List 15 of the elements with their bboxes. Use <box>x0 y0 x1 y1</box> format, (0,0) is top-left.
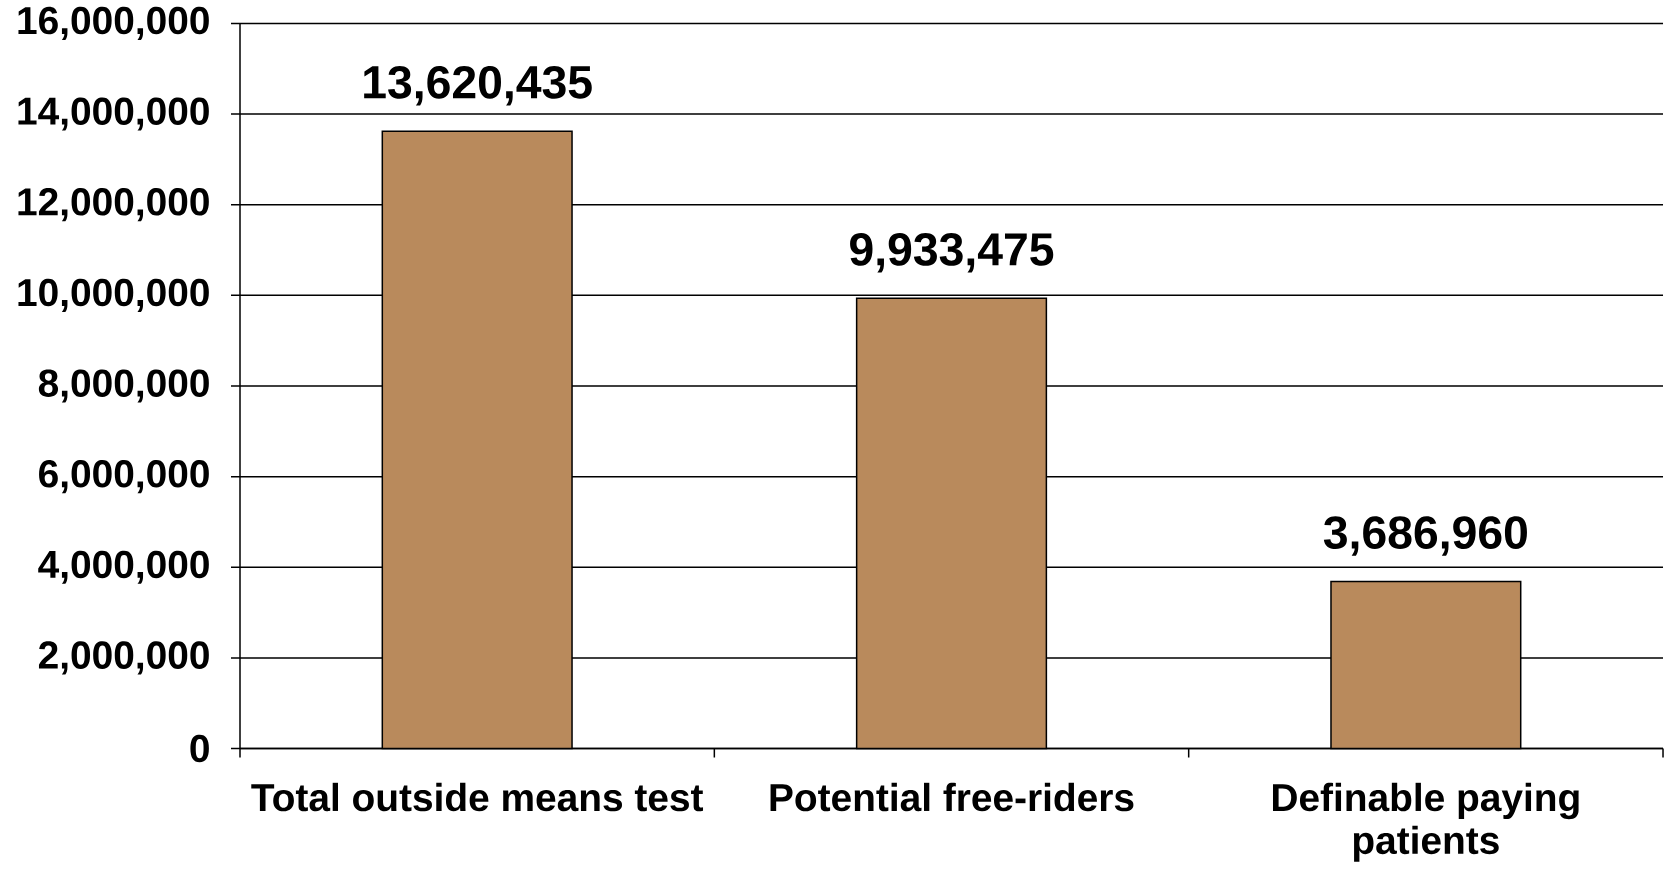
y-tick-label: 6,000,000 <box>39 460 209 494</box>
data-label: 3,686,960 <box>1323 516 1527 556</box>
y-tick-label: 16,000,000 <box>18 6 209 40</box>
x-tick-label: Potential free-riders <box>770 782 1134 812</box>
y-tick-label: 8,000,000 <box>38 369 209 403</box>
y-tick-label: 0 <box>190 734 209 763</box>
x-tick-label: Definable paying patients <box>1272 782 1579 862</box>
y-tick-label: 12,000,000 <box>18 188 209 222</box>
x-tick-label: Total outside means test <box>251 782 704 812</box>
y-tick-label: 4,000,000 <box>38 550 209 584</box>
y-tick-label: 2,000,000 <box>38 641 209 675</box>
y-tick-label: 10,000,000 <box>18 278 209 312</box>
data-label: 9,933,475 <box>850 233 1054 273</box>
y-tick-label: 14,000,000 <box>18 97 209 131</box>
data-label: 13,620,435 <box>364 65 592 106</box>
